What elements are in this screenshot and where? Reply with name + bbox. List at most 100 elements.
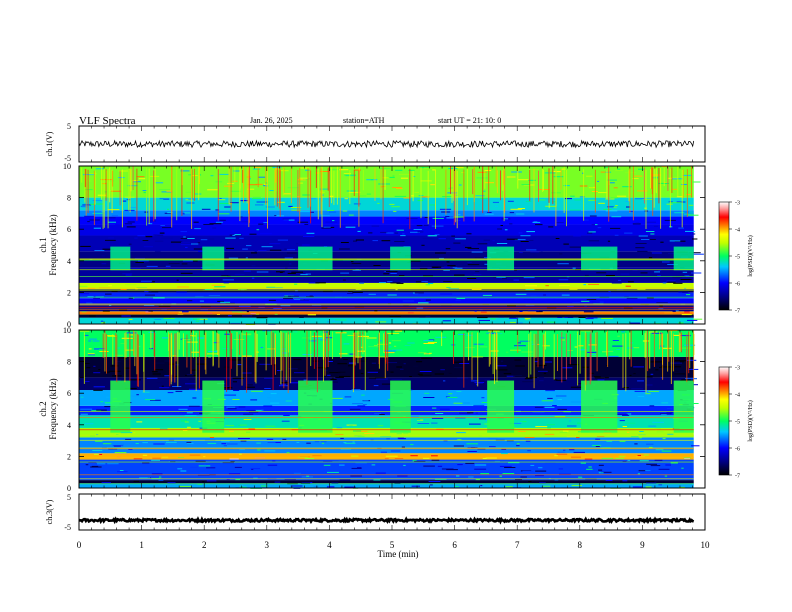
- ch2-speckle: [390, 450, 401, 452]
- ch2-speckle: [661, 450, 672, 452]
- ch2-speckle: [229, 458, 239, 460]
- ch1-speckle: [122, 273, 133, 275]
- ch2-streak: [195, 332, 197, 391]
- ch2-speckle: [189, 454, 201, 456]
- ch2-speckle: [186, 441, 192, 443]
- ch1-streak: [645, 169, 647, 229]
- ch2-speckle: [301, 476, 313, 478]
- ch2-speckle: [233, 390, 240, 391]
- ch2-speckle: [226, 479, 230, 480]
- ch2-speckle: [349, 408, 361, 410]
- ch1-speckle: [277, 201, 285, 203]
- ch1-streak: [533, 168, 535, 213]
- ch1-speckle: [103, 219, 110, 221]
- ch2-speckle: [164, 375, 170, 377]
- ch2-speckle: [232, 381, 237, 383]
- ch1-speckle: [390, 282, 401, 284]
- ch1-speckle: [203, 224, 214, 225]
- ch2-speckle: [270, 402, 280, 404]
- ch2-speckle: [514, 345, 526, 347]
- ch1-speckle: [107, 209, 120, 211]
- ch1-speckle: [419, 167, 431, 169]
- ch1-speckle: [215, 181, 223, 183]
- ch2-streak: [647, 330, 649, 372]
- ch2-streak: [313, 332, 315, 369]
- ch2-speckle: [234, 466, 242, 468]
- ch1-streak: [660, 168, 662, 229]
- time-axis: 0 1 2 3 4 5 6 7 8 9 10: [77, 126, 710, 550]
- ch1-streak: [282, 168, 284, 196]
- ch2-speckle: [509, 422, 522, 424]
- ch2-speckle: [435, 354, 447, 356]
- ch1-speckle: [250, 313, 256, 315]
- ch2-speckle: [262, 330, 272, 332]
- ch1-speckle: [105, 217, 116, 219]
- ch1-speckle: [343, 173, 351, 175]
- ch1-speckle: [305, 273, 311, 275]
- ch1-speckle: [233, 170, 240, 172]
- ch1-speckle: [250, 252, 258, 254]
- ch2-speckle: [675, 360, 686, 362]
- ch2-speckle: [85, 423, 94, 425]
- ch1-speckle: [451, 235, 455, 237]
- ch2-speckle: [625, 422, 636, 424]
- ch2-speckle: [374, 377, 386, 379]
- ch2-speckle: [522, 470, 534, 472]
- ch1-speckle: [558, 279, 569, 281]
- ch1-speckle: [265, 206, 275, 208]
- ch2-speckle: [595, 446, 600, 447]
- ch2-speckle: [313, 360, 319, 362]
- ch1-speckle: [525, 319, 529, 321]
- ch2-streak: [378, 331, 380, 369]
- ch1-speckle: [289, 263, 292, 265]
- ch1-speckle: [605, 210, 618, 212]
- ch2-speckle: [172, 386, 182, 387]
- ch1-speckle: [347, 275, 356, 277]
- ch2-speckle: [409, 376, 412, 377]
- ch2-speckle: [195, 460, 206, 462]
- ch2-speckle: [654, 459, 663, 461]
- ch2-speckle: [664, 475, 668, 477]
- ch1-streak: [502, 170, 504, 191]
- ch2-speckle: [592, 444, 601, 446]
- ch1-speckle: [255, 204, 264, 206]
- ch1-speckle: [597, 227, 602, 229]
- ch1-speckle: [126, 226, 136, 228]
- ch1-speckle: [467, 248, 479, 249]
- ch1-streak: [181, 167, 183, 186]
- ch2-speckle: [110, 365, 119, 367]
- ch2-speckle: [184, 421, 189, 423]
- ch2-speckle: [416, 361, 423, 363]
- ch2-speckle: [684, 457, 690, 459]
- ch2-streak: [545, 331, 546, 350]
- ch2-streak: [169, 333, 171, 387]
- ch1-speckle: [413, 229, 422, 230]
- ch1-speckle: [676, 196, 683, 198]
- ch1-speckle: [309, 295, 313, 297]
- ch1-speckle: [467, 278, 477, 279]
- ch2-streak: [216, 331, 218, 350]
- ch1-speckle: [342, 279, 346, 281]
- ch1-speckle: [514, 239, 526, 241]
- ch2-streak: [662, 333, 664, 380]
- ch1-speckle: [574, 199, 581, 201]
- ch2-speckle: [546, 424, 555, 426]
- ch2-speckle: [113, 445, 121, 447]
- ch2-speckle: [303, 441, 313, 442]
- ch2-speckle: [632, 486, 643, 488]
- ch2-speckle: [588, 344, 597, 346]
- ch1-speckle: [392, 187, 402, 188]
- ch2-streak: [170, 332, 172, 385]
- ch1-speckle: [286, 249, 295, 251]
- ch2-speckle: [466, 334, 473, 336]
- ch2-speckle: [138, 345, 141, 347]
- ch2-speckle: [250, 399, 258, 401]
- ch2-speckle: [105, 403, 112, 405]
- ch2-speckle: [180, 470, 187, 472]
- ch1-streak: [358, 170, 360, 207]
- ch2-streak: [288, 334, 290, 353]
- ch1-speckle: [466, 233, 472, 235]
- ch2-speckle: [239, 449, 246, 451]
- ch2-speckle: [577, 383, 584, 385]
- ch2-speckle: [522, 381, 535, 383]
